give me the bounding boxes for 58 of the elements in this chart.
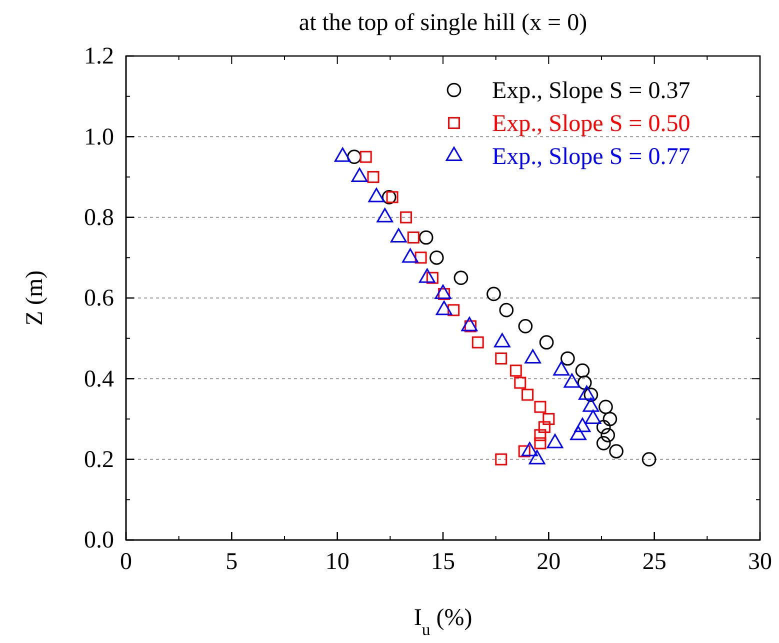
x-tick-label: 10: [325, 549, 350, 576]
point: [407, 232, 420, 244]
point: [539, 335, 554, 350]
point: [400, 211, 412, 224]
y-axis-title: Z (m): [22, 270, 48, 326]
point: [560, 351, 575, 366]
point: [499, 302, 514, 318]
point: [347, 150, 362, 164]
point: [534, 429, 546, 442]
point: [429, 250, 444, 265]
legend-label: Exp., Slope S = 0.50: [492, 111, 690, 137]
point: [454, 270, 468, 286]
point: [522, 388, 534, 401]
point: [386, 191, 398, 204]
y-tick-label: 0.8: [84, 205, 114, 232]
x-tick-label: 0: [120, 549, 132, 576]
point: [596, 420, 611, 434]
point: [542, 413, 555, 425]
point: [514, 376, 526, 389]
point: [534, 400, 546, 413]
chart-title: at the top of single hill (x = 0): [298, 10, 588, 36]
point: [575, 363, 590, 378]
point: [584, 388, 598, 402]
point: [414, 252, 427, 264]
y-tick-label: 0.6: [84, 286, 114, 312]
point: [510, 364, 522, 377]
legend-label: Exp., Slope S = 0.77: [492, 144, 690, 170]
point: [598, 400, 613, 414]
x-tick-label: 15: [431, 549, 455, 576]
point: [448, 304, 460, 316]
point: [472, 336, 484, 348]
point: [602, 412, 618, 426]
point: [642, 452, 656, 467]
point: [534, 437, 546, 450]
point: [495, 352, 508, 364]
point: [609, 444, 624, 458]
point: [486, 286, 501, 302]
point: [367, 171, 380, 183]
point: [518, 319, 533, 334]
point: [495, 453, 508, 466]
point: [360, 150, 372, 163]
point: [538, 421, 550, 434]
y-tick-label: 1.0: [84, 124, 114, 150]
x-tick-label: 30: [748, 549, 772, 576]
x-tick-label: 5: [226, 549, 238, 576]
point: [382, 190, 396, 204]
point: [577, 376, 592, 390]
legend-label: Exp., Slope S = 0.37: [492, 78, 690, 104]
x-tick-label: 25: [642, 549, 666, 576]
x-axis-title: I$_{u}$ (%): [414, 605, 472, 638]
point: [600, 428, 616, 442]
point: [596, 436, 611, 450]
y-tick-label: 1.2: [84, 44, 114, 70]
y-tick-label: 0.4: [84, 366, 114, 392]
y-tick-label: 0.0: [84, 528, 114, 554]
x-tick-label: 20: [536, 549, 561, 576]
y-tick-label: 0.2: [84, 447, 114, 474]
point: [418, 230, 434, 245]
